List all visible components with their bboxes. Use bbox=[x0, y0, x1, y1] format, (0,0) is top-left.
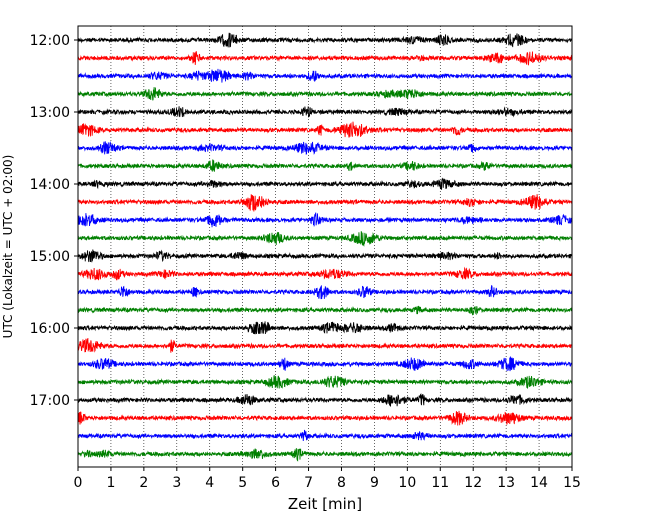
seismic-trace bbox=[77, 305, 573, 316]
x-tick-label: 7 bbox=[304, 475, 313, 491]
seismic-trace bbox=[77, 337, 573, 353]
seismic-trace bbox=[77, 212, 573, 228]
x-tick-label: 13 bbox=[497, 475, 515, 491]
x-tick-label: 12 bbox=[464, 475, 482, 491]
seismic-trace bbox=[77, 159, 573, 172]
seismic-trace bbox=[77, 51, 573, 66]
x-tick-label: 9 bbox=[370, 475, 379, 491]
seismic-trace bbox=[77, 266, 573, 281]
seismic-trace bbox=[77, 141, 573, 155]
seismic-trace bbox=[77, 177, 573, 190]
seismic-trace bbox=[77, 393, 573, 407]
seismic-trace bbox=[77, 448, 573, 462]
seismic-trace bbox=[77, 87, 573, 101]
seismic-trace bbox=[77, 356, 573, 372]
seismic-trace bbox=[77, 284, 573, 300]
seismic-trace bbox=[77, 375, 573, 389]
x-tick-label: 11 bbox=[431, 475, 449, 491]
seismic-trace bbox=[77, 121, 573, 138]
tick-layer: 0 1 2 3 4 5 6 7 8 9 10 11 12 13 14 1512:0013:0014:0015:… bbox=[30, 33, 581, 491]
seismic-trace bbox=[77, 68, 573, 83]
seismic-trace bbox=[77, 429, 573, 442]
y-tick-label: 15:00 bbox=[30, 249, 70, 265]
x-tick-label: 1 bbox=[106, 475, 115, 491]
x-tick-label: 15 bbox=[563, 475, 581, 491]
seismic-trace bbox=[77, 231, 573, 247]
seismic-trace bbox=[77, 106, 573, 118]
trace-layer bbox=[77, 32, 573, 462]
seismic-trace bbox=[77, 410, 573, 426]
seismic-trace bbox=[77, 32, 573, 48]
x-tick-label: 2 bbox=[139, 475, 148, 491]
y-tick-label: 16:00 bbox=[30, 321, 70, 337]
x-tick-label: 14 bbox=[530, 475, 548, 491]
seismic-trace bbox=[77, 321, 573, 335]
x-tick-label: 5 bbox=[238, 475, 247, 491]
x-tick-label: 10 bbox=[398, 475, 416, 491]
y-tick-label: 14:00 bbox=[30, 177, 70, 193]
x-tick-label: 6 bbox=[271, 475, 280, 491]
y-axis-title: UTC (Lokalzeit = UTC + 02:00) bbox=[1, 155, 15, 339]
seismic-trace bbox=[77, 249, 573, 263]
y-tick-label: 13:00 bbox=[30, 105, 70, 121]
seismic-trace bbox=[77, 194, 573, 212]
y-tick-label: 17:00 bbox=[30, 393, 70, 409]
plot-frame bbox=[77, 25, 573, 468]
x-tick-label: 8 bbox=[337, 475, 346, 491]
x-tick-label: 3 bbox=[172, 475, 181, 491]
x-tick-label: 0 bbox=[74, 475, 83, 491]
x-tick-label: 4 bbox=[205, 475, 214, 491]
x-axis-title: Zeit [min] bbox=[288, 495, 362, 513]
y-tick-label: 12:00 bbox=[30, 33, 70, 49]
